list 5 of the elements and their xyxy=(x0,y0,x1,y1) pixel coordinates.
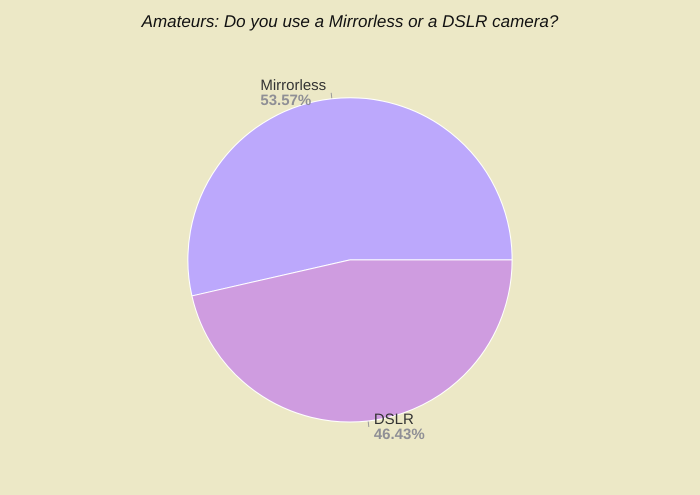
slice-label: Mirrorless xyxy=(260,76,326,94)
data-label: 53.57% xyxy=(260,92,312,109)
data-label: 46.43% xyxy=(374,426,425,443)
chart-title: Amateurs: Do you use a Mirrorless or a DSLR camera? xyxy=(140,12,559,31)
slice-label: DSLR xyxy=(374,410,414,428)
